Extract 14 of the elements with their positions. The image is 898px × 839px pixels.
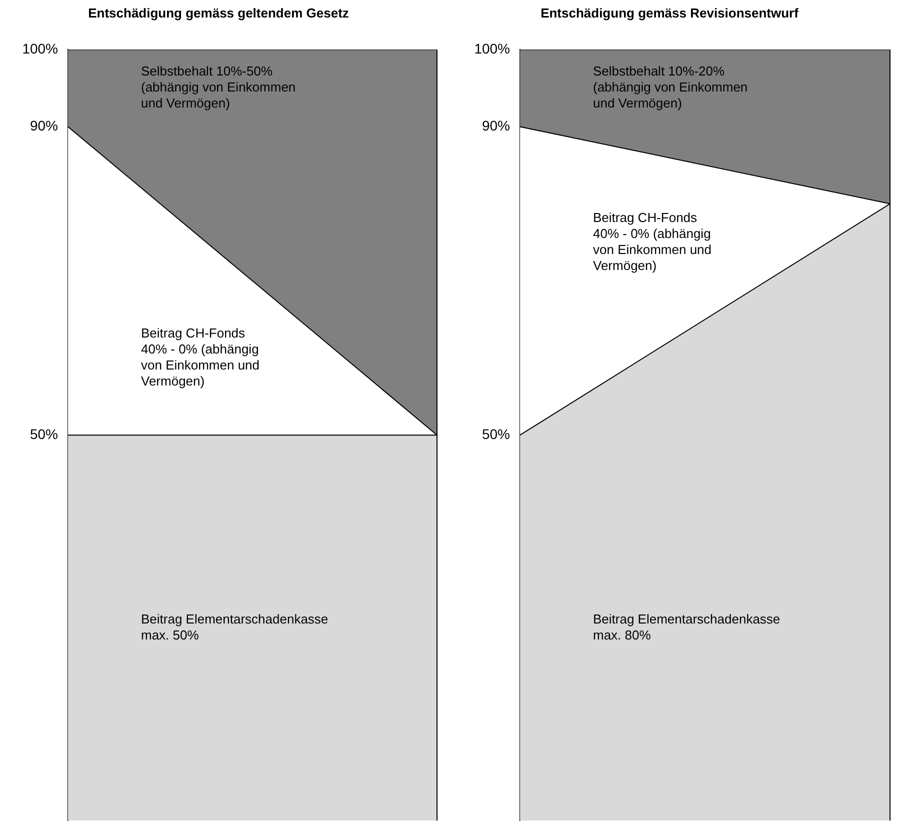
y-tick-label: 50% <box>482 426 510 442</box>
y-tick-label: 100% <box>22 40 58 56</box>
series-label: Selbstbehalt 10%-50% (abhängig von Einkommen und Vermögen) <box>141 64 296 111</box>
series-label: Beitrag CH-Fonds 40% - 0% (abhängig von Einkommen und Vermögen) <box>141 326 260 389</box>
series-label: Selbstbehalt 10%-20% (abhängig von Einkommen und Vermögen) <box>593 64 748 111</box>
chart-title: Entschädigung gemäss Revisionsentwurf <box>540 5 800 20</box>
series-label: Beitrag Elementarschadenkasse max. 80% <box>593 611 780 642</box>
y-tick-label: 90% <box>482 118 510 134</box>
series-label: Beitrag CH-Fonds 40% - 0% (abhängig von Einkommen und Vermögen) <box>593 210 712 273</box>
chart-title: Entschädigung gemäss geltendem Gesetz <box>88 5 350 20</box>
y-tick-label: 100% <box>474 40 510 56</box>
series-label: Beitrag Elementarschadenkasse max. 50% <box>141 611 328 642</box>
y-tick-label: 90% <box>30 118 58 134</box>
y-tick-label: 50% <box>30 426 58 442</box>
